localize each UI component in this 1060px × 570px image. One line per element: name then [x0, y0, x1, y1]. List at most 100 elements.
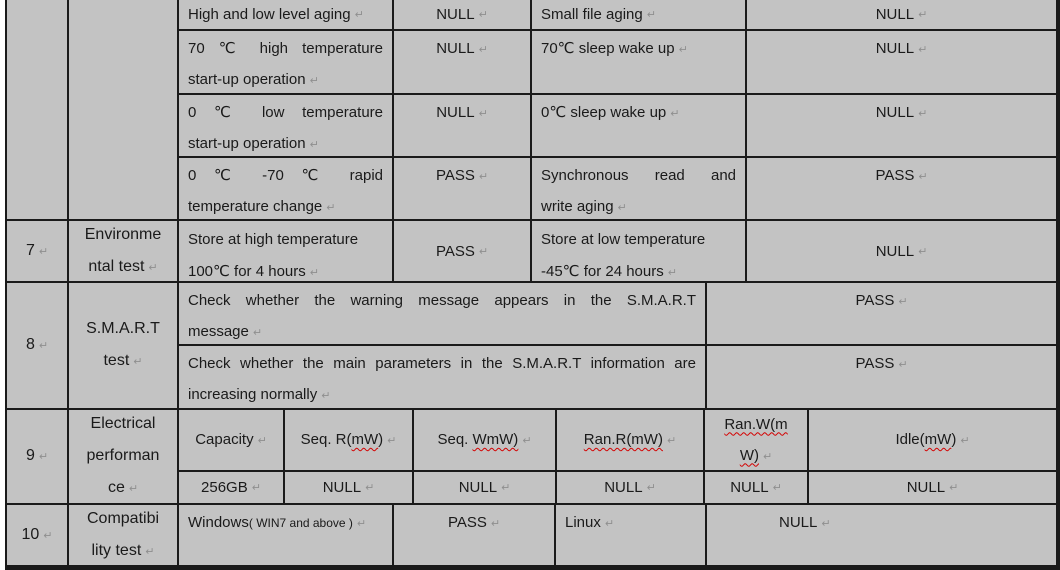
result-value: PASS: [447, 514, 487, 531]
cell-end-mark: ↵: [251, 481, 261, 494]
header-label: Idle(: [895, 431, 925, 448]
category-label: S.M.A.R.T test: [86, 320, 160, 369]
value-cell-capacity: 256GB ↵: [179, 472, 285, 505]
test-item-cell: 70℃ sleep wake up ↵: [532, 31, 747, 95]
category-label: Environme ntal test: [84, 225, 162, 275]
test-item-line: start-up operation ↵: [188, 128, 383, 156]
test-item-line: temperature change ↵: [188, 191, 383, 219]
result-cell: NULL ↵: [394, 95, 532, 158]
electrical-subrows: Capacity ↵ Seq. R(mW) ↵ Seq. WmW) ↵ Ran.R(m…: [179, 410, 1056, 505]
cell-end-mark: ↵: [772, 481, 782, 494]
cell-end-mark: ↵: [478, 170, 489, 183]
item-number: 10: [21, 525, 40, 543]
test-item-label: temperature change: [188, 198, 323, 215]
misspelled-text: mW: [924, 431, 952, 448]
cell-end-mark: ↵: [670, 107, 680, 120]
test-item-label: 100℃ for 4 hours: [188, 263, 306, 280]
item-number: 7: [25, 241, 35, 259]
value-cell-ran-write: NULL ↵: [705, 472, 809, 505]
test-item-cell: Store at low temperature -45℃ for 24 hou…: [532, 221, 747, 283]
cell-end-mark: ↵: [38, 339, 49, 352]
test-item-cell: Small file aging ↵: [532, 0, 747, 31]
result-value: PASS: [855, 292, 895, 309]
test-item-line: start-up operation ↵: [188, 64, 383, 93]
test-item-label: High and low level aging: [188, 6, 351, 23]
cell-end-mark: ↵: [667, 266, 677, 279]
category-cell: S.M.A.R.T test ↵: [69, 283, 179, 410]
misspelled-text: Ran.W(m: [724, 415, 788, 433]
cell-end-mark: ↵: [309, 138, 319, 151]
category-cell: Compatibi lity test ↵: [69, 505, 179, 565]
check-text: increasing normally: [188, 386, 318, 403]
check-line: Check whether the main parameters in the…: [188, 355, 696, 372]
header-label: Capacity: [195, 431, 254, 448]
result-value: NULL: [875, 242, 915, 260]
column-header-ran-write: Ran.W(m W) ↵: [705, 410, 809, 472]
value-text: NULL: [322, 479, 362, 496]
value-text: NULL: [458, 479, 498, 496]
cell-end-mark: ↵: [522, 434, 532, 447]
value-cell-seq-read: NULL ↵: [285, 472, 414, 505]
cell-end-mark: ↵: [918, 43, 928, 56]
test-item-label: Small file aging: [541, 6, 643, 23]
row-environmental-test: 7 ↵ Environme ntal test ↵ Store at high te…: [7, 221, 1056, 283]
result-value: PASS: [855, 355, 895, 372]
test-item-cell: Synchronous read and write aging ↵: [532, 158, 747, 221]
cell-end-mark: ↵: [38, 244, 49, 258]
test-item-label: start-up operation: [188, 135, 306, 152]
result-cell: PASS ↵: [394, 221, 532, 283]
column-header-capacity: Capacity ↵: [179, 410, 285, 472]
check-text: message: [188, 323, 249, 340]
test-item-label: start-up operation: [188, 71, 306, 88]
test-item-cell: High and low level aging ↵: [179, 0, 394, 31]
test-item-line: 0℃ sleep wake up ↵: [541, 97, 736, 129]
cell-end-mark: ↵: [918, 107, 928, 120]
test-item-line: Store at low temperature: [541, 231, 706, 248]
cell-end-mark: ↵: [309, 74, 319, 87]
cell-end-mark: ↵: [356, 517, 367, 530]
item-number-cell: 10 ↵: [7, 505, 69, 565]
cell-end-mark: ↵: [898, 295, 908, 308]
result-cell: NULL ↵: [707, 505, 1056, 565]
test-item-cell: Store at high temperature 100℃ for 4 hou…: [179, 221, 394, 283]
category-cell: Electrical performan ce ↵: [69, 410, 179, 505]
cell-end-mark: ↵: [646, 8, 656, 21]
cell-end-mark: ↵: [666, 434, 677, 447]
test-item-cell: 0℃ sleep wake up ↵: [532, 95, 747, 158]
aging-row-3: 0 ℃ low temperature start-up operation ↵ …: [179, 95, 1056, 158]
result-value: NULL: [436, 40, 475, 57]
misspelled-text: mW: [351, 431, 379, 448]
result-value: NULL: [875, 6, 915, 23]
check-description-cell: Check whether the warning message appear…: [179, 283, 707, 346]
result-cell: NULL ↵: [394, 0, 532, 31]
result-cell: NULL ↵: [747, 0, 1056, 31]
category-cell: Environme ntal test ↵: [69, 221, 179, 283]
cell-end-mark: ↵: [762, 449, 773, 463]
value-cell-seq-write: NULL ↵: [414, 472, 557, 505]
test-item-line: Synchronous read and: [541, 167, 736, 184]
test-item-line: Store at high temperature: [188, 231, 359, 248]
os-label: Windows: [188, 514, 249, 531]
result-cell: PASS ↵: [747, 158, 1056, 221]
cell-end-mark: ↵: [365, 481, 375, 494]
item-number-cell: 8 ↵: [7, 283, 69, 410]
aging-rows: High and low level aging ↵ NULL ↵ Small fi…: [179, 0, 1056, 221]
column-header-seq-read: Seq. R(mW) ↵: [285, 410, 414, 472]
cell-end-mark: ↵: [918, 244, 928, 258]
row-smart-test: 8 ↵ S.M.A.R.T test ↵ Check whether the war…: [7, 283, 1056, 410]
item-number: 9: [25, 447, 35, 464]
cell-end-mark: ↵: [321, 389, 331, 402]
cell-end-mark: ↵: [949, 481, 959, 494]
aging-row-4: 0 ℃ -70 ℃ rapid temperature change ↵ PASS…: [179, 158, 1056, 221]
result-cell: PASS ↵: [394, 158, 532, 221]
category-cell-empty: [69, 0, 179, 221]
value-text: NULL: [604, 479, 643, 496]
cell-end-mark: ↵: [960, 434, 970, 447]
test-item-line: 70 ℃ high temperature: [188, 40, 383, 57]
smart-check-row: Check whether the warning message appear…: [179, 283, 1056, 346]
os-cell-windows: Windows( WIN7 and above ) ↵: [179, 505, 394, 565]
test-item-label: 0℃ sleep wake up: [541, 104, 667, 121]
test-item-label: write aging: [541, 198, 614, 215]
item-number-cell-empty: [7, 0, 69, 221]
